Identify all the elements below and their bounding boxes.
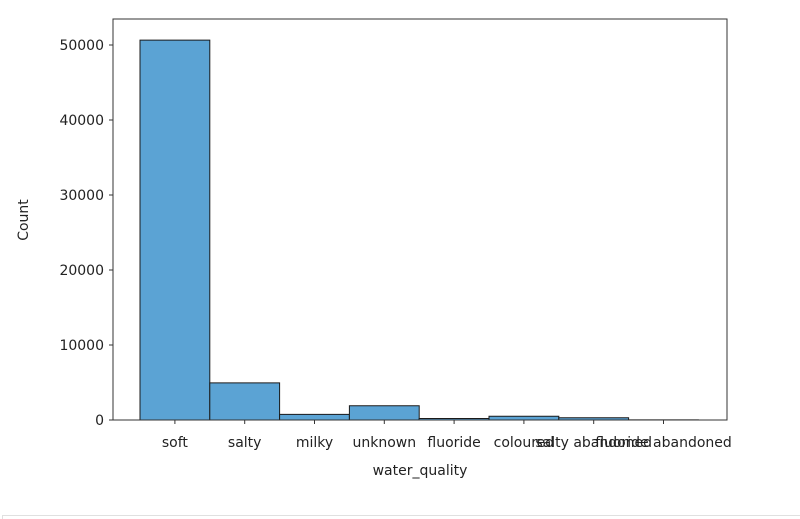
bar-salty <box>210 383 280 420</box>
x-tick-label: unknown <box>352 435 416 451</box>
x-tick-label: fluoride <box>427 435 480 451</box>
y-tick-label: 40000 <box>59 113 104 129</box>
y-tick-label: 20000 <box>59 263 104 279</box>
x-tick-label: fluoride abandoned <box>595 435 732 451</box>
bar-unknown <box>349 406 419 420</box>
x-tick-label: salty <box>228 435 262 451</box>
y-tick-label: 10000 <box>59 338 104 354</box>
bar-coloured <box>489 416 559 420</box>
x-axis-label: water_quality <box>373 463 468 479</box>
cell-divider <box>2 515 800 519</box>
bars-group <box>140 40 698 420</box>
bar-soft <box>140 40 210 420</box>
y-tick-label: 0 <box>95 413 104 429</box>
x-tick-label: soft <box>162 435 189 451</box>
y-axis: 0 10000 20000 30000 40000 50000 <box>59 38 113 429</box>
y-tick-label: 50000 <box>59 38 104 54</box>
x-tick-label: milky <box>296 435 333 451</box>
bar-milky <box>280 414 350 420</box>
y-axis-label: Count <box>16 199 32 241</box>
y-tick-label: 30000 <box>59 188 104 204</box>
